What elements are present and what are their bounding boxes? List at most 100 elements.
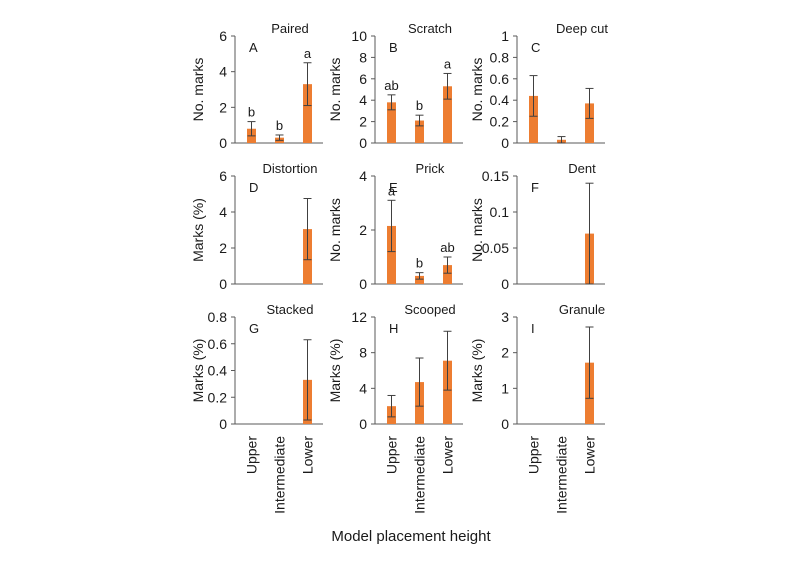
significance-letter: b [276, 118, 283, 133]
panel-title: Stacked [267, 302, 314, 317]
significance-letter: a [304, 46, 312, 61]
y-tick-label: 0 [219, 416, 227, 432]
y-tick-label: 2 [219, 240, 227, 256]
y-tick-label: 0.8 [490, 49, 510, 65]
y-tick-label: 0 [359, 416, 367, 432]
y-tick-label: 2 [359, 114, 367, 130]
bar [443, 360, 452, 424]
y-tick-label: 0.6 [208, 336, 228, 352]
panel-scratch: 0 2 4 6 8 10 No. marks Scratch Bab b a [327, 21, 463, 151]
panel-title: Granule [559, 302, 605, 317]
y-tick-label: 0 [501, 135, 509, 151]
bar [415, 275, 424, 284]
x-tick-label: Upper [384, 436, 400, 474]
x-tick-label: Upper [526, 436, 542, 474]
y-tick-label: 6 [219, 168, 227, 184]
y-axis-label: No. marks [469, 198, 485, 262]
panel-title: Dent [568, 161, 596, 176]
y-axis-label: No. marks [327, 198, 343, 262]
y-tick-label: 0.1 [490, 204, 510, 220]
x-axis-label: Model placement height [331, 528, 491, 545]
panel-title: Prick [416, 161, 445, 176]
y-tick-label: 0.6 [490, 71, 510, 87]
y-tick-label: 2 [501, 345, 509, 361]
y-tick-label: 4 [219, 64, 227, 80]
y-tick-label: 8 [359, 49, 367, 65]
y-axis-label: Marks (%) [190, 339, 206, 403]
significance-letter: a [444, 56, 452, 71]
bar [443, 86, 452, 143]
y-tick-label: 6 [359, 71, 367, 87]
significance-letter: b [416, 98, 423, 113]
significance-letter: a [388, 183, 396, 198]
panel-distortion: 0 2 4 6 Marks (%) Distortion D [190, 161, 323, 292]
y-tick-label: 0 [501, 276, 509, 292]
y-tick-label: 10 [351, 28, 367, 44]
x-tick-label: Upper [244, 436, 260, 474]
y-tick-label: 1 [501, 380, 509, 396]
panel-paired: 0 2 4 6 No. marks Paired Ab b a [190, 21, 323, 151]
y-tick-label: 0.8 [208, 309, 228, 325]
bar [585, 103, 594, 143]
y-tick-label: 4 [359, 92, 367, 108]
y-axis-label: Marks (%) [469, 339, 485, 403]
panel-letter: C [531, 40, 540, 55]
significance-letter: ab [384, 78, 398, 93]
y-tick-label: 4 [219, 204, 227, 220]
bar [415, 120, 424, 143]
bar [529, 95, 538, 143]
panel-letter: F [531, 180, 539, 195]
y-tick-label: 0.05 [482, 240, 509, 256]
y-axis-label: No. marks [327, 58, 343, 122]
y-tick-label: 0.4 [490, 92, 510, 108]
y-tick-label: 0 [359, 135, 367, 151]
y-tick-label: 2 [359, 222, 367, 238]
panel-letter: B [389, 40, 398, 55]
panel-granule: 0 1 2 3 Marks (%) Granule I Upper Intermediate Lo… [469, 302, 605, 514]
significance-letter: b [416, 256, 423, 271]
panel-letter: G [249, 321, 259, 336]
panel-scooped: 0 4 8 12 Marks (%) Scooped H Upper Intermediate L… [327, 302, 463, 514]
x-tick-label: Intermediate [412, 436, 428, 514]
panel-title: Scratch [408, 21, 452, 36]
y-tick-label: 0 [359, 276, 367, 292]
bar [387, 225, 396, 284]
panel-title: Paired [271, 21, 309, 36]
y-tick-label: 4 [359, 380, 367, 396]
panel-deep-cut: 0 0.2 0.4 0.6 0.8 1 No. marks Deep cut C [469, 21, 608, 151]
panel-title: Deep cut [556, 21, 608, 36]
y-axis-label: No. marks [469, 58, 485, 122]
panel-letter: I [531, 321, 535, 336]
y-tick-label: 0 [219, 135, 227, 151]
panel-title: Distortion [263, 161, 318, 176]
y-tick-label: 0 [219, 276, 227, 292]
y-axis-label: No. marks [190, 58, 206, 122]
y-tick-label: 12 [351, 309, 367, 325]
x-tick-label: Lower [440, 436, 456, 474]
bar [443, 265, 452, 284]
x-tick-label: Lower [582, 436, 598, 474]
panel-letter: H [389, 321, 398, 336]
bar [303, 84, 312, 143]
panel-letter: D [249, 180, 258, 195]
y-axis-label: Marks (%) [190, 198, 206, 262]
y-axis-label: Marks (%) [327, 339, 343, 403]
y-tick-label: 2 [219, 99, 227, 115]
significance-letter: b [248, 105, 255, 120]
x-tick-label: Intermediate [554, 436, 570, 514]
panel-letter: A [249, 40, 258, 55]
y-tick-label: 3 [501, 309, 509, 325]
x-tick-label: Lower [300, 436, 316, 474]
bar [387, 102, 396, 143]
x-tick-label: Intermediate [272, 436, 288, 514]
y-tick-label: 4 [359, 168, 367, 184]
y-tick-label: 6 [219, 28, 227, 44]
y-tick-label: 1 [501, 28, 509, 44]
y-tick-label: 0.15 [482, 168, 509, 184]
y-tick-label: 0.4 [208, 363, 228, 379]
panel-dent: 0 0.05 0.1 0.15 No. marks Dent F [469, 161, 605, 292]
panel-letter: E [389, 180, 398, 195]
